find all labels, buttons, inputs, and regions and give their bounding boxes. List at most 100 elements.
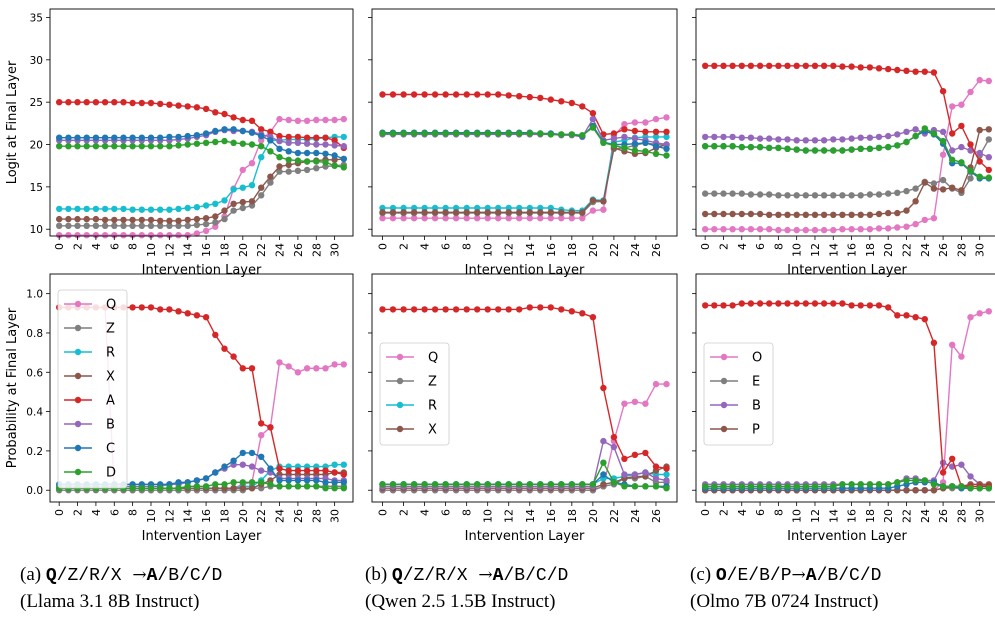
data-point-O (711, 226, 718, 233)
data-point-C (74, 134, 81, 141)
series-line-P (705, 128, 989, 216)
data-point-X (101, 216, 109, 224)
data-point-D (157, 485, 164, 492)
caption-c-mapping: O/E/B/P→A/B/C/D (715, 565, 882, 586)
data-point-D (756, 143, 764, 151)
data-point-O (894, 224, 901, 231)
x-tick-label: 10 (791, 509, 804, 523)
x-tick-label: 20 (237, 509, 250, 523)
data-point-O (839, 226, 846, 233)
data-point-P (766, 211, 773, 218)
data-point-P (921, 487, 928, 494)
x-tick-label: 18 (864, 243, 877, 257)
data-point-X (410, 209, 418, 216)
data-point-A (579, 310, 586, 317)
data-point-D (505, 481, 512, 488)
data-point-A (258, 420, 265, 427)
data-point-D (912, 132, 919, 140)
legend-marker-Q (396, 353, 404, 361)
data-point-Q (322, 116, 329, 124)
data-point-A (400, 306, 407, 313)
x-tick-label: 16 (545, 509, 558, 523)
data-point-C (230, 457, 237, 464)
data-point-D (903, 477, 910, 484)
data-point-C (193, 477, 201, 484)
data-point-R (120, 205, 127, 213)
data-point-Q (83, 232, 90, 239)
data-point-Q (138, 232, 145, 239)
data-point-C (193, 132, 201, 139)
data-point-D (985, 174, 992, 181)
data-point-P (747, 210, 755, 218)
data-point-X (589, 197, 597, 204)
data-point-A (830, 300, 837, 307)
data-point-D (474, 130, 481, 137)
data-point-D (811, 147, 819, 154)
legend-label-O: O (752, 351, 762, 366)
plot-frame (371, 273, 678, 503)
data-point-A (230, 114, 237, 121)
data-point-Q (331, 361, 338, 368)
x-tick-label: 18 (218, 243, 231, 257)
series-line-P (705, 483, 989, 491)
data-point-D (775, 483, 782, 490)
data-point-P (857, 211, 864, 218)
data-point-Z (303, 166, 311, 174)
x-tick-label: 8 (461, 509, 474, 516)
data-point-B (720, 133, 727, 141)
data-point-D (526, 481, 533, 488)
data-point-D (230, 139, 237, 146)
data-point-C (239, 127, 246, 135)
data-point-B (610, 443, 618, 451)
data-point-A (230, 353, 237, 360)
data-point-B (903, 128, 910, 135)
caption-b-model: (Qwen 2.5 1.5B Instruct) (365, 591, 556, 612)
data-point-D (83, 143, 90, 150)
data-point-B (610, 135, 618, 142)
data-point-R (129, 206, 136, 213)
data-point-O (885, 225, 892, 232)
data-point-B (747, 134, 755, 141)
data-point-D (738, 483, 745, 490)
data-point-A (421, 306, 428, 313)
data-point-E (729, 190, 736, 197)
data-point-A (848, 302, 855, 309)
x-tick-label: 26 (292, 243, 305, 257)
data-point-A (875, 65, 883, 72)
data-point-Q (294, 369, 302, 376)
data-point-D (285, 483, 292, 490)
data-point-X (111, 216, 118, 224)
data-point-A (711, 62, 718, 69)
data-point-Q (193, 230, 201, 237)
data-point-A (958, 122, 965, 130)
data-point-C (303, 149, 311, 157)
data-point-D (175, 142, 182, 149)
x-tick-label: 2 (717, 509, 730, 516)
data-point-B (248, 463, 256, 470)
data-point-A (400, 91, 407, 98)
data-point-Q (474, 215, 481, 222)
data-point-D (711, 483, 718, 490)
data-point-E (912, 185, 919, 192)
x-tick-label: 4 (736, 243, 749, 250)
data-point-Q (568, 215, 575, 222)
x-tick-label: 18 (566, 509, 579, 523)
x-tick-label: 6 (754, 509, 767, 516)
data-point-O (967, 88, 974, 96)
data-point-D (129, 485, 136, 492)
data-point-D (747, 483, 755, 490)
data-point-D (303, 483, 311, 490)
data-point-O (949, 103, 956, 110)
data-point-C (212, 469, 219, 476)
data-point-D (313, 483, 320, 490)
series-line-Z (382, 475, 667, 491)
data-point-Q (431, 215, 439, 222)
series-line-A (382, 93, 667, 136)
data-point-C (202, 130, 210, 137)
legend-label-X: X (106, 370, 115, 385)
data-point-X (505, 209, 512, 216)
data-point-A (410, 91, 418, 98)
data-point-Q (400, 215, 407, 222)
data-point-A (939, 88, 947, 95)
data-point-A (985, 166, 992, 174)
